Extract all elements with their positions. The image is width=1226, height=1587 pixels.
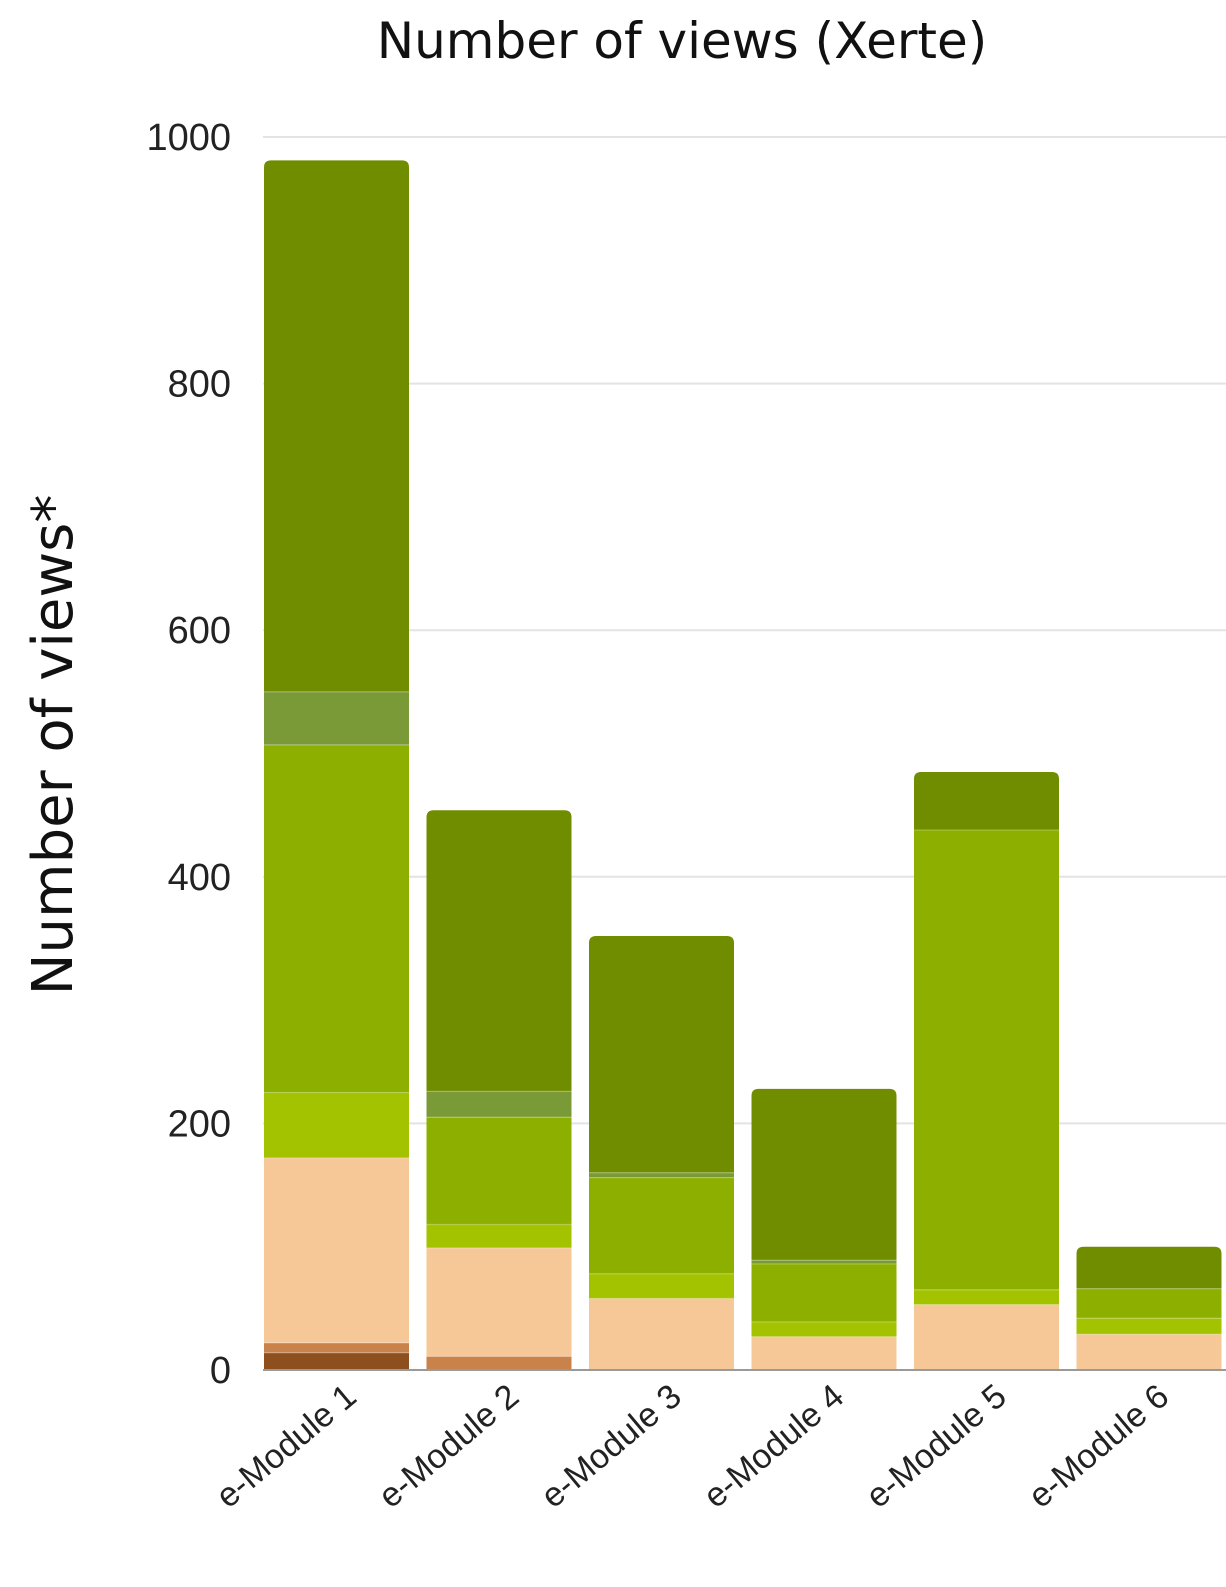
bar-segment	[264, 1092, 409, 1158]
bar-segment	[426, 1091, 572, 1118]
bar-segment	[264, 160, 409, 692]
x-category-label: e-Module 1	[209, 1377, 364, 1515]
bar-stack-5	[914, 771, 1059, 1370]
bar-segment	[751, 1336, 897, 1370]
x-category-labels: e-Module 1 e-Module 2 e-Module 3 e-Module 4…	[209, 1377, 1176, 1515]
y-tick-label: 200	[168, 1103, 231, 1145]
x-category-label: e-Module 6	[1021, 1377, 1176, 1515]
bar-segment	[426, 1117, 572, 1225]
bar-stack-4	[751, 1088, 897, 1370]
bar-segment	[751, 1321, 897, 1337]
bar-segment	[589, 935, 734, 1173]
bar-segment	[914, 771, 1059, 830]
bar-segment	[589, 1273, 734, 1299]
x-category-label: e-Module 3	[534, 1377, 689, 1515]
bar-segment	[426, 810, 572, 1092]
bar-segment	[914, 1304, 1059, 1370]
bar-segment	[264, 1352, 409, 1370]
x-category-label: e-Module 5	[859, 1377, 1014, 1515]
y-axis-label: Number of views*	[21, 495, 86, 996]
bar-segment	[264, 1342, 409, 1353]
bar-segment	[589, 1172, 734, 1178]
bar-segment	[751, 1263, 897, 1322]
bar-stack-2	[426, 810, 572, 1370]
bar-segment	[1076, 1318, 1222, 1335]
grid-lines	[263, 136, 1226, 1125]
y-tick-label: 800	[168, 364, 231, 406]
bar-segment	[589, 1177, 734, 1274]
bar-segment	[264, 1157, 409, 1343]
bar-segment	[264, 691, 409, 745]
bar-segment	[264, 744, 409, 1093]
bar-segment	[589, 1298, 734, 1370]
bar-segment	[1076, 1288, 1222, 1319]
y-tick-labels: 0 200 400 600 800 1000	[146, 117, 231, 1392]
y-tick-label: 600	[168, 610, 231, 652]
chart-title: Number of views (Xerte)	[377, 12, 988, 70]
bar-segment	[751, 1088, 897, 1261]
x-category-label: e-Module 2	[371, 1377, 526, 1515]
y-tick-label: 1000	[146, 117, 231, 159]
bar-segment	[1076, 1246, 1222, 1289]
bar-segment	[426, 1224, 572, 1248]
bar-segment	[1076, 1334, 1222, 1370]
bar-stack-1	[264, 160, 409, 1370]
x-category-label: e-Module 4	[696, 1377, 851, 1515]
bar-segment	[751, 1260, 897, 1264]
bar-segment	[426, 1356, 572, 1370]
bars	[264, 160, 1222, 1370]
bar-stack-6	[1076, 1246, 1222, 1370]
bar-stack-3	[589, 935, 734, 1370]
bar-segment	[914, 1289, 1059, 1305]
bar-segment	[426, 1247, 572, 1357]
y-tick-label: 400	[168, 857, 231, 899]
bar-segment	[914, 829, 1059, 1290]
y-tick-label: 0	[210, 1350, 231, 1392]
